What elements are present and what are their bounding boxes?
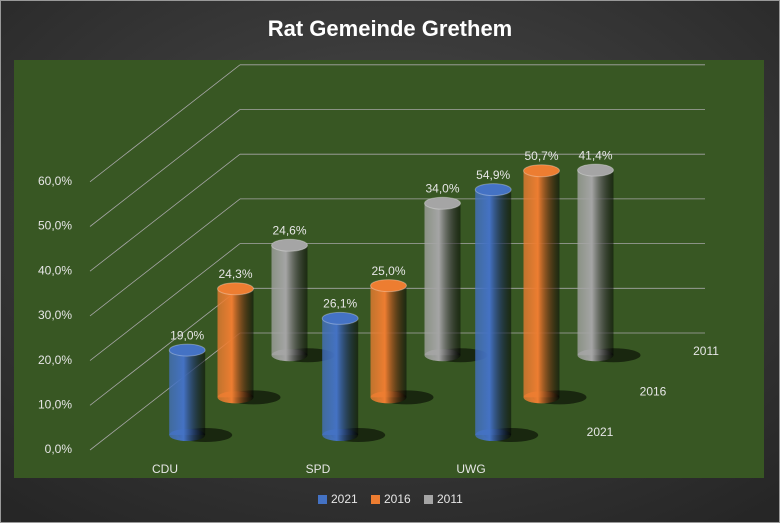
cylinder [577, 170, 614, 356]
cylinder [424, 203, 461, 356]
depth-label: 2021 [587, 425, 614, 439]
y-tick-label: 60,0% [38, 174, 72, 188]
x-tick-label: SPD [306, 462, 331, 476]
x-tick-label: UWG [456, 462, 485, 476]
grid-line [89, 332, 241, 451]
y-tick-label: 30,0% [38, 308, 72, 322]
grid-line [89, 287, 241, 406]
cylinder-top [474, 183, 512, 197]
grid-line [89, 243, 241, 361]
value-label: 24,6% [272, 223, 306, 237]
grid-line [89, 153, 241, 272]
y-tick-label: 20,0% [38, 353, 72, 367]
grid-line [89, 198, 241, 317]
cylinder-top [523, 164, 560, 178]
cylinder-top [370, 279, 407, 293]
cylinder [217, 288, 254, 398]
depth-label: 2016 [640, 385, 667, 399]
cylinder [523, 170, 560, 398]
grid-line [89, 64, 241, 183]
y-tick-label: 50,0% [38, 219, 72, 233]
cylinder-top [321, 311, 359, 325]
y-tick-label: 10,0% [38, 397, 72, 411]
value-label: 25,0% [371, 264, 405, 278]
value-label: 34,0% [425, 181, 459, 195]
y-tick-label: 0,0% [45, 442, 73, 456]
cylinder-top [271, 238, 308, 252]
legend-swatch [371, 495, 380, 504]
value-label: 50,7% [524, 149, 558, 163]
cylinder [370, 285, 407, 398]
y-tick-label: 40,0% [38, 263, 72, 277]
x-tick-label: CDU [152, 462, 178, 476]
value-label: 19,0% [170, 328, 204, 342]
legend-label: 2021 [331, 492, 358, 506]
legend-label: 2016 [384, 492, 411, 506]
cylinder [322, 318, 359, 436]
value-label: 54,9% [476, 168, 510, 182]
legend-label: 2011 [437, 492, 463, 506]
legend-swatch [424, 495, 433, 504]
grid-line [89, 109, 241, 227]
cylinder-top [424, 196, 461, 210]
depth-label: 2011 [693, 344, 719, 358]
value-label: 26,1% [323, 297, 357, 311]
chart-title: Rat Gemeinde Grethem [268, 16, 513, 41]
cylinder-top [217, 282, 254, 296]
value-label: 24,3% [218, 267, 252, 281]
value-label: 41,4% [578, 148, 612, 162]
cylinder-top [577, 163, 614, 177]
cylinder [271, 245, 308, 356]
cylinder [475, 189, 512, 436]
cylinder [169, 350, 206, 436]
plot-area [14, 60, 764, 478]
cylinder-top [168, 343, 206, 357]
legend-swatch [318, 495, 327, 504]
